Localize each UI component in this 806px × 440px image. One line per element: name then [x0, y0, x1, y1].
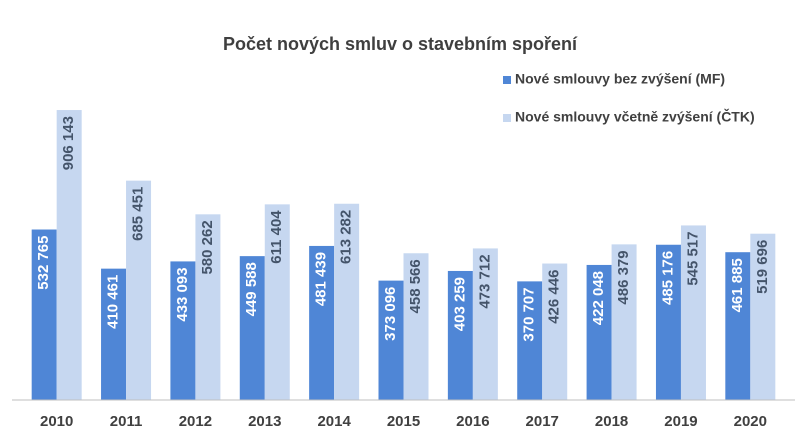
bar [447, 270, 473, 400]
bar [680, 225, 706, 400]
bar [611, 244, 637, 400]
x-tick-label: 2019 [664, 413, 697, 430]
bar [750, 233, 776, 400]
x-tick-label: 2018 [595, 413, 628, 430]
bar [56, 110, 82, 400]
bar [517, 281, 543, 400]
value-label: 486 379 [615, 250, 632, 304]
value-label: 473 712 [476, 254, 493, 308]
x-tick-label: 2013 [248, 413, 281, 430]
bar [542, 263, 568, 400]
bar [403, 253, 429, 400]
x-tick-label: 2017 [526, 413, 559, 430]
value-label: 422 048 [590, 271, 607, 325]
bar [378, 280, 404, 400]
value-label: 370 707 [521, 287, 538, 341]
value-label: 613 282 [338, 210, 355, 264]
chart-title: Počet nových smluv o stavebním spoření [223, 34, 578, 54]
value-label: 485 176 [659, 251, 676, 305]
value-label: 403 259 [451, 277, 468, 331]
bar [472, 248, 498, 400]
value-label: 373 096 [382, 287, 399, 341]
bar [101, 268, 127, 400]
value-label: 433 093 [174, 267, 191, 321]
bar [264, 204, 290, 400]
value-label: 481 439 [313, 252, 330, 306]
bar [309, 245, 335, 400]
bar [31, 229, 57, 400]
value-label: 449 588 [243, 262, 260, 316]
value-label: 611 404 [268, 210, 285, 264]
x-tick-label: 2011 [110, 413, 143, 430]
value-label: 580 262 [199, 220, 216, 274]
x-tick-label: 2010 [40, 413, 73, 430]
bar [655, 244, 681, 400]
x-tick-label: 2014 [317, 413, 351, 430]
x-tick-label: 2016 [456, 413, 489, 430]
x-tick-label: 2020 [734, 413, 767, 430]
bar [725, 252, 751, 400]
value-label: 545 517 [684, 231, 701, 285]
value-label: 532 765 [35, 236, 52, 290]
legend-swatch [503, 76, 511, 84]
value-label: 410 461 [105, 275, 122, 329]
x-tick-label: 2012 [179, 413, 212, 430]
value-label: 906 143 [60, 116, 77, 170]
bar [170, 261, 196, 400]
value-label: 519 696 [754, 240, 771, 294]
x-tick-label: 2015 [387, 413, 420, 430]
bar [126, 180, 152, 400]
bar [195, 214, 221, 400]
bar [239, 256, 265, 400]
value-label: 426 446 [546, 270, 563, 324]
legend-label: Nové smlouvy včetně zvýšení (ČTK) [515, 108, 755, 125]
bar [334, 203, 360, 400]
value-label: 458 566 [407, 259, 424, 313]
value-label: 685 451 [130, 187, 147, 241]
bar [586, 264, 612, 400]
legend-label: Nové smlouvy bez zvýšení (MF) [515, 71, 725, 87]
legend-swatch [503, 114, 511, 122]
value-label: 461 885 [729, 258, 746, 312]
